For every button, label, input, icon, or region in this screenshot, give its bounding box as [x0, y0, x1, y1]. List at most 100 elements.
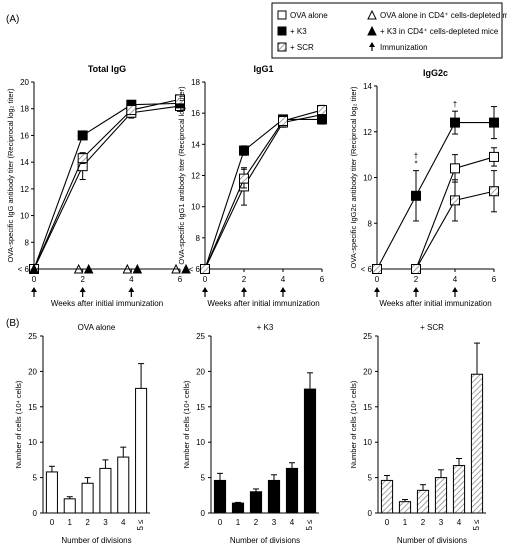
bar [434, 477, 448, 514]
y-tick-label: 10 [20, 212, 29, 221]
chart-title: OVA alone [78, 323, 116, 332]
line-chart-1: IgG1 < 6 8 10 12 14 16 18 0 2 4 6 Weeks after initia… [177, 64, 327, 308]
x-tick-label: 4 [290, 518, 295, 527]
bar [117, 456, 130, 514]
x-tick-label: 1 [236, 518, 241, 527]
bar [285, 467, 299, 514]
y-tick-label: < 6 [361, 265, 373, 274]
legend-marker-0 [277, 10, 287, 20]
x-tick-label: 4 [281, 275, 286, 284]
bar [416, 489, 430, 514]
significance-mark: † [414, 152, 418, 161]
immunization-arrow [79, 287, 86, 292]
data-point [278, 115, 288, 126]
y-tick-label: 5 [368, 474, 373, 483]
x-tick-label: 2 [421, 518, 426, 527]
x-tick-label: 0 [375, 275, 380, 284]
chart-title: + K3 [257, 323, 274, 332]
y-tick-label: 10 [191, 203, 200, 212]
y-tick-label: 16 [20, 131, 29, 140]
y-tick-label: 12 [363, 128, 372, 137]
y-tick-label: 20 [20, 78, 29, 87]
x-tick-label: 3 [439, 518, 444, 527]
bar [135, 387, 148, 514]
chart-title: IgG1 [253, 64, 273, 74]
series-1 [29, 98, 185, 274]
series-line [377, 190, 495, 270]
x-tick-label: 6 [320, 275, 325, 284]
y-tick-label: 0 [201, 509, 206, 518]
y-tick-label: 25 [28, 332, 37, 341]
y-tick-label: 10 [363, 438, 372, 447]
y-tick-label: 15 [363, 403, 372, 412]
data-point [239, 145, 249, 156]
bar [452, 465, 466, 514]
legend-marker-2 [277, 26, 287, 36]
data-point [77, 153, 88, 164]
y-tick-label: 8 [196, 234, 201, 243]
immunization-arrow [202, 287, 208, 292]
y-tick-label: 10 [28, 438, 37, 447]
legend: OVA alone OVA alone in CD4⁺ cells-deplete… [271, 2, 507, 59]
x-tick-label: 5 ≤ [136, 519, 145, 531]
data-point [450, 117, 460, 128]
series-1 [372, 106, 499, 274]
y-tick-label: 20 [196, 367, 205, 376]
x-tick-label: 2 [80, 275, 85, 284]
data-point [317, 114, 327, 125]
legend-label-3: + K3 in CD4⁺ cells-depleted mice [380, 27, 499, 36]
data-point [239, 173, 249, 184]
legend-marker-1 [367, 9, 377, 20]
series-0 [372, 147, 499, 274]
immunization-arrow [413, 287, 419, 292]
x-tick-label: 0 [385, 518, 390, 527]
x-tick-label: 3 [272, 518, 277, 527]
data-point [411, 190, 421, 201]
bar [470, 373, 484, 514]
y-tick-label: 20 [28, 367, 37, 376]
data-point [200, 264, 210, 274]
x-tick-label: 2 [254, 518, 259, 527]
data-point [450, 163, 460, 174]
data-point [181, 263, 191, 274]
x-tick-label: 0 [203, 275, 208, 284]
y-tick-label: 18 [20, 105, 29, 114]
significance-mark: * [414, 160, 417, 169]
series-line [33, 98, 181, 270]
data-point [489, 151, 499, 162]
x-tick-label: 0 [50, 518, 55, 527]
data-point [126, 105, 137, 116]
y-axis-label: OVA-specific IgG1 antibody titer (Recipr… [177, 86, 186, 265]
x-tick-label: 5 ≤ [305, 519, 314, 531]
x-tick-label: 4 [453, 275, 458, 284]
x-axis-label: Number of divisions [61, 536, 131, 545]
x-tick-label: 4 [457, 518, 462, 527]
series-1 [200, 114, 327, 274]
bar [45, 471, 58, 514]
x-tick-label: 1 [68, 518, 73, 527]
series-4 [29, 263, 191, 274]
immunization-arrow [31, 287, 37, 292]
data-point [175, 94, 185, 105]
y-tick-label: 5 [33, 474, 38, 483]
series-line [33, 105, 181, 270]
legend-label-5: Immunization [380, 43, 428, 52]
legend-marker-4 [277, 42, 287, 52]
panel-label-a: (A) [6, 14, 19, 25]
line-chart-2: IgG2c < 6 8 10 12 14 0 2 4 6 Weeks after initial i… [349, 68, 499, 308]
bar [81, 482, 94, 514]
chart-title: Total IgG [88, 64, 126, 74]
data-point [29, 263, 39, 274]
legend-label-0: OVA alone [290, 11, 328, 20]
series-line [204, 114, 323, 270]
data-point [77, 130, 88, 141]
x-tick-label: 0 [32, 275, 37, 284]
x-tick-label: 6 [492, 275, 497, 284]
y-axis-label: OVA-specific IgG antibody titer (Recipro… [6, 88, 15, 263]
x-axis-label: Weeks after initial immunization [207, 299, 319, 308]
bar-chart-4: + K3 0 5 10 15 20 25 0 1 2 3 4 5 ≤ Number of division… [182, 323, 319, 545]
series-line [377, 156, 495, 270]
y-axis-label: Number of cells (10⁴ cells) [349, 380, 358, 468]
data-point [83, 263, 94, 274]
